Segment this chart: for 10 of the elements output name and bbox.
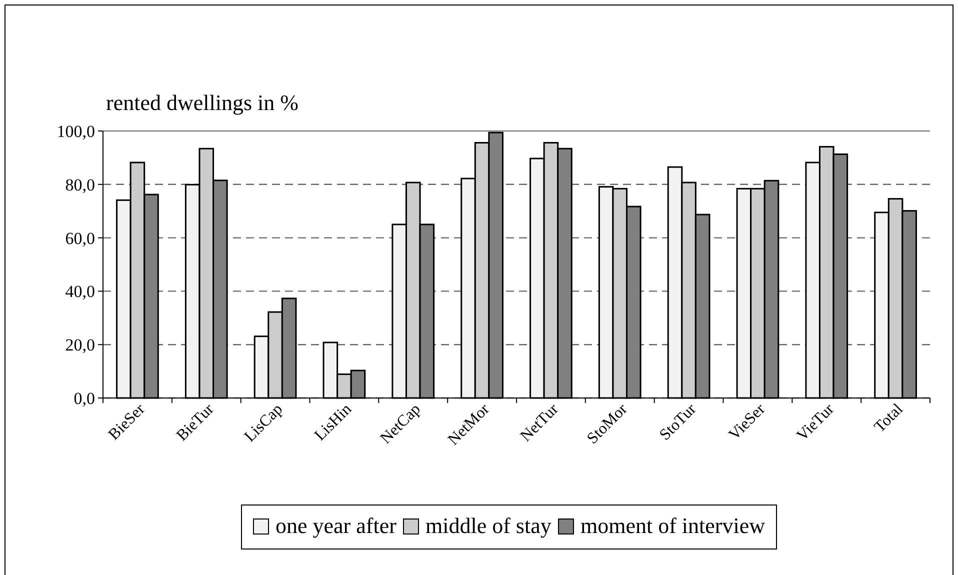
legend-label: middle of stay	[426, 513, 552, 538]
y-tick-label: 0,0	[74, 388, 95, 408]
chart-title: rented dwellings in %	[106, 90, 298, 115]
y-tick-label: 40,0	[65, 282, 95, 302]
legend-label: moment of interview	[580, 513, 766, 538]
legend-label: one year after	[276, 513, 398, 538]
y-tick-label: 100,0	[56, 122, 95, 141]
y-tick-label: 80,0	[65, 175, 95, 194]
y-tick-label: 20,0	[65, 336, 95, 355]
y-tick-label: 60,0	[65, 228, 95, 248]
